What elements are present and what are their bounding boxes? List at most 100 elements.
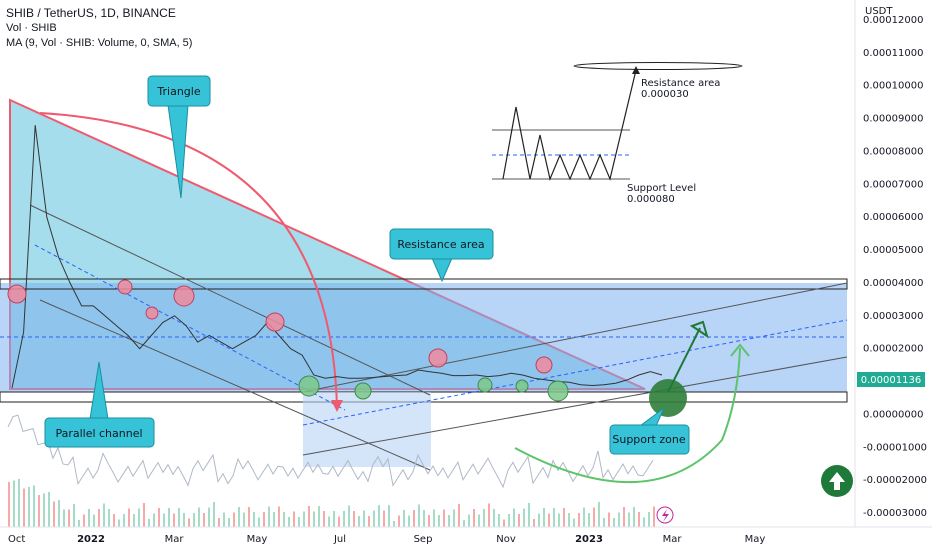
arrow-up-circle-icon[interactable] <box>821 465 853 497</box>
volume-bar <box>418 504 420 527</box>
volume-bar <box>303 511 305 527</box>
green-circle <box>547 380 569 402</box>
green-circle <box>354 382 372 400</box>
y-tick-label: 0.00004000 <box>863 278 923 289</box>
volume-bar <box>263 512 265 527</box>
volume-bar <box>73 504 75 527</box>
volume-bar <box>138 508 140 527</box>
volume-bar <box>218 518 220 527</box>
volume-bar <box>83 514 85 527</box>
y-tick-label: -0.00001000 <box>863 442 927 453</box>
volume-bar <box>428 515 430 527</box>
volume-bar <box>53 501 55 527</box>
volume-bar <box>288 517 290 527</box>
volume-bar <box>78 520 80 527</box>
support-zone-circle <box>649 379 687 417</box>
red-circle <box>145 306 159 320</box>
green-circle <box>477 377 493 393</box>
green-circle <box>298 375 320 397</box>
volume-bar <box>283 512 285 527</box>
volume-bar <box>643 517 645 527</box>
volume-bar <box>373 510 375 527</box>
volume-bar <box>458 504 460 527</box>
volume-bar <box>553 508 555 527</box>
up-arrow-dark <box>667 327 701 393</box>
green-circles <box>298 375 569 402</box>
currency-label: USDT <box>865 6 893 17</box>
y-tick-label: -0.00002000 <box>863 475 927 486</box>
volume-bar <box>233 512 235 527</box>
volume-bar <box>563 508 565 527</box>
volume-bar <box>338 516 340 527</box>
volume-bar <box>193 513 195 527</box>
volume-bar <box>653 506 655 527</box>
volume-bar <box>168 508 170 527</box>
red-circles <box>7 279 553 374</box>
channel-mid <box>34 244 346 411</box>
y-tick-label: 0.00010000 <box>863 81 923 92</box>
volume-bar <box>23 488 25 527</box>
volume-bar <box>313 511 315 527</box>
volume-bar <box>588 513 590 527</box>
time-axis[interactable]: Oct 2022 Mar May Jul Sep Nov 2023 Mar May <box>8 534 765 545</box>
volume-bar <box>543 508 545 527</box>
volume-bar <box>368 516 370 527</box>
red-circle <box>265 312 285 332</box>
volume-bar <box>318 506 320 527</box>
volume-bar <box>493 509 495 527</box>
red-circle <box>117 279 133 295</box>
volume-bar <box>13 480 15 527</box>
volume-bar <box>118 519 120 527</box>
y-tick-label: 0.00008000 <box>863 146 923 157</box>
schema-zigzag <box>502 69 637 181</box>
volume-bar <box>198 507 200 527</box>
volume-bar <box>268 506 270 527</box>
volume-bar <box>98 509 100 527</box>
schema-support-value: 0.000080 <box>627 194 675 205</box>
y-tick-label: 0.00003000 <box>863 311 923 322</box>
y-tick-label: 0.00002000 <box>863 344 923 355</box>
volume-bar <box>633 507 635 527</box>
volume-bar <box>353 511 355 527</box>
red-circle <box>173 285 195 307</box>
resistance-line-box <box>0 278 848 290</box>
schema-support-label: Support Level <box>627 183 696 194</box>
volume-bar <box>143 503 145 527</box>
volume-bar <box>148 519 150 527</box>
volume-bar <box>608 512 610 527</box>
projection-box <box>303 392 431 467</box>
volume-bar <box>433 509 435 527</box>
volume-bar <box>323 511 325 527</box>
volume-bar <box>348 505 350 527</box>
volume-bar <box>523 508 525 527</box>
volume-bar <box>358 516 360 527</box>
volume-bar <box>408 515 410 527</box>
volume-bar <box>468 514 470 527</box>
volume-bar <box>593 507 595 527</box>
volume-bars <box>8 479 655 527</box>
volume-bar <box>413 510 415 527</box>
volume-bar <box>38 495 40 527</box>
volume-bar <box>28 487 30 527</box>
up-arrow-dark-head <box>689 320 709 339</box>
volume-bar <box>258 517 260 527</box>
y-tick-label: -0.00003000 <box>863 508 927 519</box>
lightning-icon[interactable] <box>656 506 674 524</box>
volume-bar <box>133 514 135 527</box>
volume-bar <box>238 507 240 527</box>
volume-bar <box>278 506 280 527</box>
last-price-badge <box>857 372 925 387</box>
volume-bar <box>163 513 165 527</box>
volume-bar <box>533 519 535 527</box>
volume-bar <box>573 518 575 527</box>
volume-bar <box>483 509 485 527</box>
triangle-arc <box>39 112 338 409</box>
volume-bar <box>383 510 385 527</box>
resistance-callout: Resistance area <box>389 228 494 283</box>
volume-bar <box>463 520 465 527</box>
x-tick-label: Oct <box>8 534 25 545</box>
volume-bar <box>298 517 300 527</box>
price-axis[interactable]: 0.00012000 0.00011000 0.00010000 0.00009000… <box>863 15 927 519</box>
volume-bar <box>618 512 620 527</box>
